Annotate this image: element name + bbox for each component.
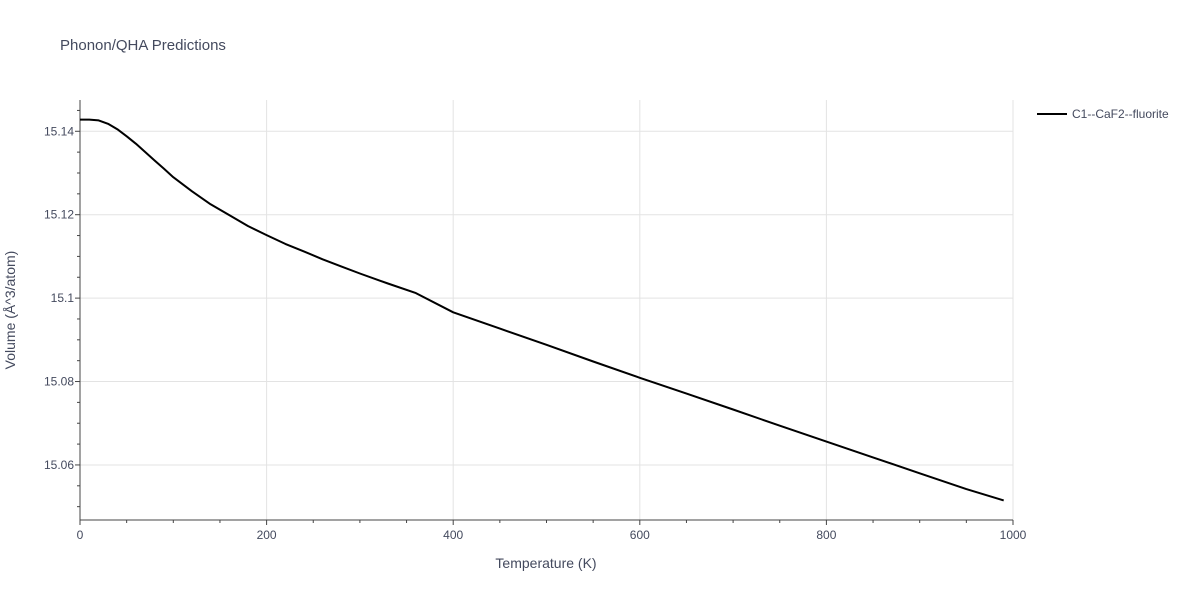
x-tick-label: 0 xyxy=(77,528,84,542)
legend[interactable]: C1--CaF2--fluorite xyxy=(1037,107,1169,121)
x-tick-label: 200 xyxy=(257,528,277,542)
legend-label: C1--CaF2--fluorite xyxy=(1072,107,1169,121)
y-tick-label: 15.06 xyxy=(44,458,74,472)
x-axis-ticks: 0 200 400 600 800 1000 xyxy=(77,520,1027,542)
y-tick-label: 15.12 xyxy=(44,208,74,222)
chart-title: Phonon/QHA Predictions xyxy=(60,37,226,54)
y-tick-label: 15.08 xyxy=(44,375,74,389)
x-tick-label: 800 xyxy=(816,528,836,542)
y-axis-ticks: 15.06 15.08 15.1 15.12 15.14 xyxy=(44,109,80,508)
y-tick-label: 15.14 xyxy=(44,124,74,138)
x-tick-label: 400 xyxy=(443,528,463,542)
x-tick-label: 1000 xyxy=(1000,528,1027,542)
grid xyxy=(80,100,1014,520)
x-tick-label: 600 xyxy=(630,528,650,542)
y-tick-label: 15.1 xyxy=(51,291,75,305)
series-layer xyxy=(80,118,1004,502)
y-axis-title: Volume (Å^3/atom) xyxy=(2,251,18,370)
x-axis-title: Temperature (K) xyxy=(495,555,596,571)
series-line xyxy=(80,118,1004,502)
